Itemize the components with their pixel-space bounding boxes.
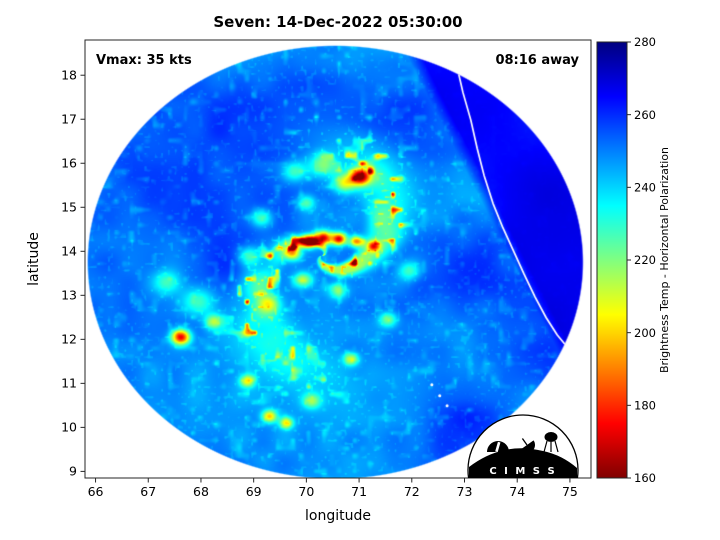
y-tick-label: 13 <box>61 288 77 303</box>
x-tick-label: 74 <box>509 484 525 499</box>
x-tick-label: 75 <box>562 484 578 499</box>
colorbar-label: Brightness Temp - Horizontal Polarizatio… <box>658 147 671 373</box>
water-tower-icon <box>543 432 559 453</box>
x-tick-label: 73 <box>457 484 473 499</box>
colorbar-tick-label: 200 <box>634 326 656 340</box>
colorbar <box>596 41 628 479</box>
y-tick-label: 9 <box>69 464 77 479</box>
storm-imagery-canvas <box>85 40 591 478</box>
dome-slit <box>495 441 501 453</box>
cimss-logo: C I M S S <box>467 414 579 478</box>
y-tick-label: 16 <box>61 156 77 171</box>
x-tick-label: 70 <box>298 484 314 499</box>
y-tick-label: 11 <box>61 376 77 391</box>
x-tick-label: 68 <box>193 484 209 499</box>
axes-frame <box>84 39 592 479</box>
x-axis-ticks: 66 67 68 69 70 71 72 73 74 75 <box>88 478 578 499</box>
vmax-annotation: Vmax: 35 kts <box>96 53 192 68</box>
logo-hill-silhouette <box>469 448 577 478</box>
y-tick-label: 14 <box>61 244 77 259</box>
x-tick-label: 72 <box>404 484 420 499</box>
satellite-dish-icon <box>520 438 535 453</box>
y-tick-label: 17 <box>61 112 77 127</box>
y-tick-label: 10 <box>61 420 77 435</box>
colorbar-tick-label: 280 <box>634 35 656 49</box>
logo-letters: C I M S S <box>489 466 556 477</box>
y-tick-label: 12 <box>61 332 77 347</box>
colorbar-tick-label: 260 <box>634 108 656 122</box>
plot-title: Seven: 14-Dec-2022 05:30:00 <box>213 13 462 31</box>
x-axis-label: longitude <box>305 508 371 524</box>
y-tick-label: 15 <box>61 200 77 215</box>
colorbar-ticks: 160 180 200 220 240 260 280 <box>627 35 656 485</box>
y-axis-ticks: 9 10 11 12 13 14 15 16 17 18 <box>61 68 85 479</box>
y-axis-label: latitude <box>26 232 42 286</box>
colorbar-tick-label: 240 <box>634 181 656 195</box>
x-tick-label: 71 <box>351 484 367 499</box>
colorbar-tick-label: 160 <box>634 471 656 485</box>
colorbar-tick-label: 220 <box>634 253 656 267</box>
y-tick-label: 18 <box>61 68 77 83</box>
x-tick-label: 69 <box>246 484 262 499</box>
overpass-eta-annotation: 08:16 away <box>495 53 579 68</box>
x-tick-label: 67 <box>140 484 156 499</box>
colorbar-tick-label: 180 <box>634 399 656 413</box>
x-tick-label: 66 <box>88 484 104 499</box>
